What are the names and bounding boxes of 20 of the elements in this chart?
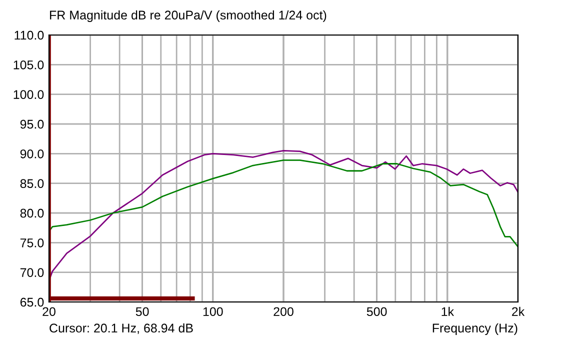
- y-tick-label: 85.0: [20, 179, 44, 188]
- x-axis-title: Frequency (Hz): [432, 323, 518, 335]
- y-tick-label: 90.0: [20, 149, 44, 158]
- y-tick-label: 70.0: [20, 268, 44, 277]
- y-tick-label: 65.0: [20, 298, 44, 307]
- y-tick-label: 110.0: [14, 30, 44, 40]
- y-tick-label: 95.0: [20, 120, 44, 129]
- y-tick-label: 75.0: [20, 238, 44, 248]
- x-tick-label: 2k: [512, 306, 525, 316]
- x-tick-label: 500: [366, 307, 387, 316]
- y-tick-label: 105.0: [14, 60, 44, 70]
- x-tick-label: 20: [42, 307, 56, 316]
- x-tick-label: 1k: [442, 306, 454, 316]
- x-tick-label: 100: [203, 307, 223, 316]
- text: Cursor: 20.1 Hz, 68.94 dB: [50, 323, 193, 334]
- x-tick-label: 200: [274, 307, 294, 316]
- y-tick-label: 80.0: [20, 208, 44, 218]
- y-tick-label: 100.0: [14, 90, 44, 99]
- x-tick-label: 50: [136, 307, 149, 316]
- chart-title: FR Magnitude dB re 20uPa/V (smoothed 1/24 oct): [50, 10, 326, 22]
